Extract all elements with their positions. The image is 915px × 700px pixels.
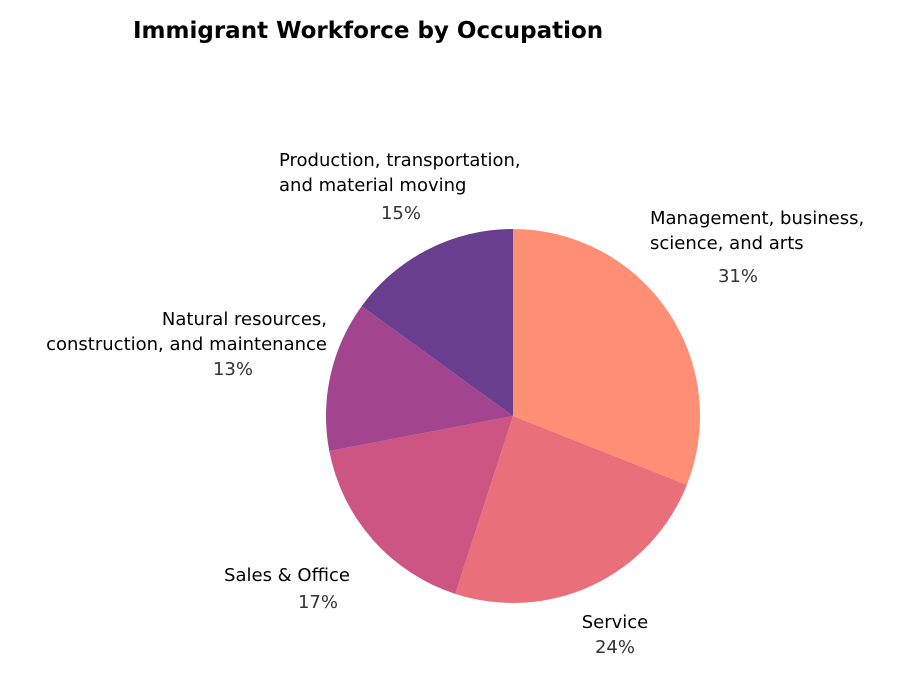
pie-slice (455, 416, 687, 604)
pie-slice (513, 229, 701, 485)
slice-labels: Management, business, science, and arts 31… (46, 150, 864, 658)
slice-percent-label: 31% (718, 266, 758, 287)
slice-percent-label: 17% (298, 592, 338, 613)
pie-slices (325, 229, 701, 604)
slice-label-line: Management, business, (650, 208, 864, 229)
slice-label-line: Sales & Office (224, 565, 350, 586)
slice-label-line: Natural resources, (162, 309, 327, 330)
slice-label: Management, business, science, and arts (650, 208, 864, 254)
slice-label-line: construction, and maintenance (46, 334, 327, 355)
slice-percent-label: 15% (381, 203, 421, 224)
slice-label: Sales & Office (224, 565, 350, 586)
chart-title: Immigrant Workforce by Occupation (133, 18, 603, 44)
slice-percent-label: 24% (595, 637, 635, 658)
slice-label-line: and material moving (279, 175, 466, 196)
pie-slice (325, 306, 513, 452)
pie-slice (329, 416, 513, 594)
slice-label-line: Service (582, 612, 649, 633)
slice-percent-label: 13% (213, 359, 253, 380)
slice-label: Natural resources, construction, and main… (46, 309, 327, 355)
slice-label: Service (582, 612, 649, 633)
slice-label: Production, transportation, and material … (279, 150, 521, 196)
slice-label-line: science, and arts (650, 233, 804, 254)
pie-slice (361, 229, 513, 416)
slice-label-line: Production, transportation, (279, 150, 521, 171)
